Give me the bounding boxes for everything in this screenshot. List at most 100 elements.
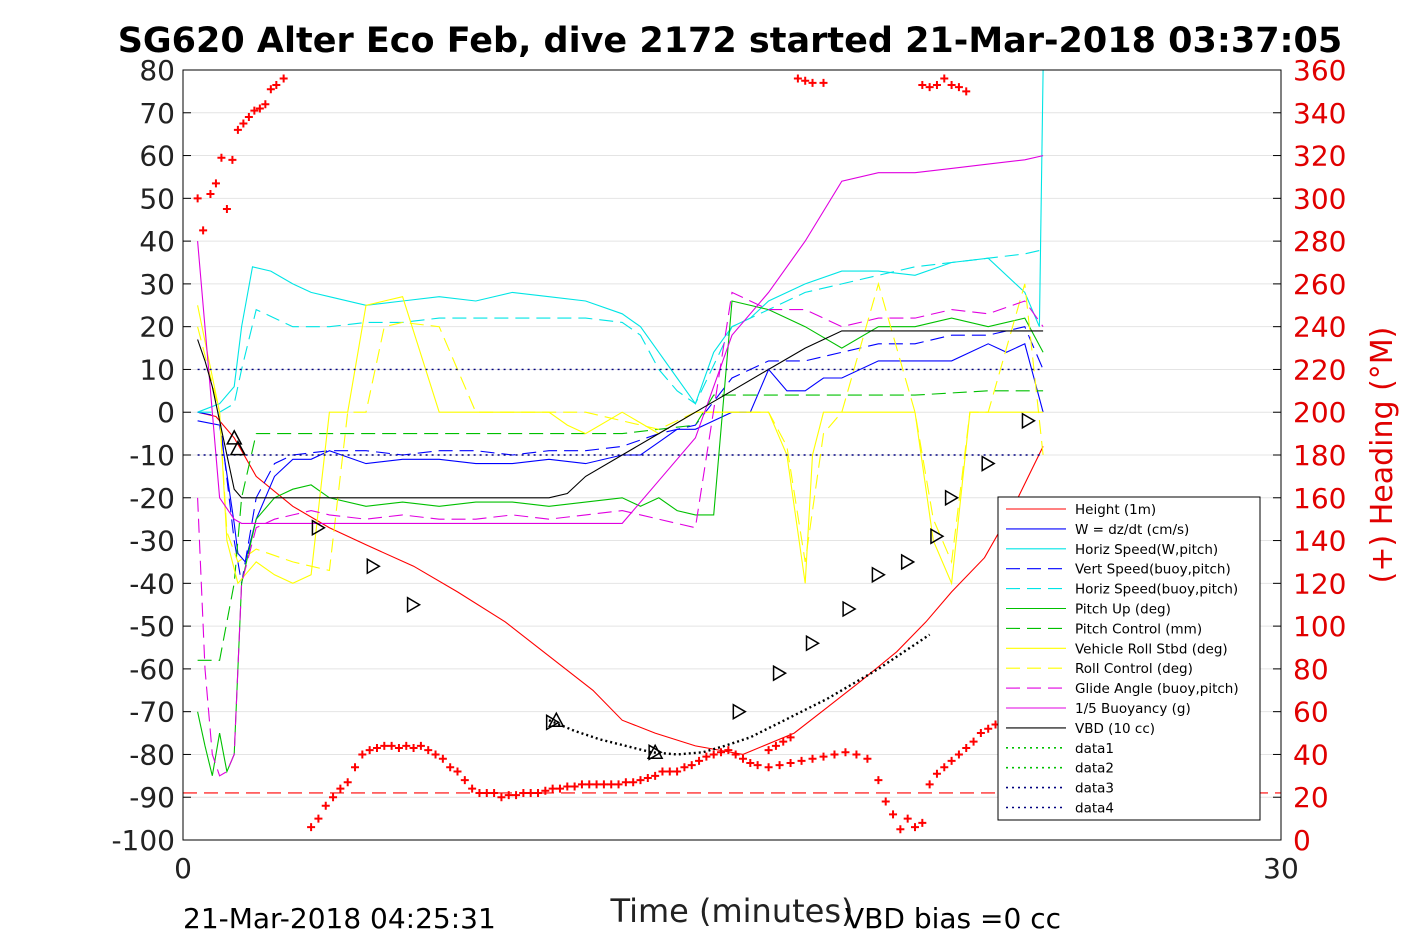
y-tick-label-right: 260 xyxy=(1293,268,1346,301)
y-tick-label-right: 80 xyxy=(1293,653,1329,686)
y-tick-label-right: 320 xyxy=(1293,140,1346,173)
heading-mark xyxy=(874,776,883,785)
heading-mark xyxy=(947,756,956,765)
y-tick-label-left: 60 xyxy=(139,140,175,173)
heading-mark xyxy=(903,814,912,823)
heading-mark xyxy=(651,771,660,780)
heading-mark xyxy=(424,746,433,755)
heading-mark xyxy=(592,780,601,789)
heading-mark xyxy=(863,754,872,763)
marker-triangle-right xyxy=(930,527,945,545)
marker-triangle-right xyxy=(366,557,381,575)
heading-mark xyxy=(925,83,934,92)
series-line-pitch-control-mm xyxy=(197,390,1044,661)
heading-mark xyxy=(239,119,248,128)
y-tick-label-left: -20 xyxy=(129,482,175,515)
heading-mark xyxy=(233,125,242,134)
legend-label: data1 xyxy=(1075,741,1114,757)
series-line-roll-control-deg xyxy=(197,281,1044,572)
y-tick-label-right: 220 xyxy=(1293,353,1346,386)
heading-mark xyxy=(889,810,898,819)
heading-mark xyxy=(636,776,645,785)
legend-label: Glide Angle (buoy,pitch) xyxy=(1075,681,1239,697)
chart-title: SG620 Alter Eco Feb, dive 2172 started 2… xyxy=(118,21,1343,61)
heading-mark xyxy=(599,780,608,789)
heading-mark xyxy=(519,788,528,797)
heading-mark xyxy=(786,733,795,742)
series-line-glide-angle-buoy-pitch xyxy=(197,291,1044,777)
heading-mark xyxy=(680,763,689,772)
x-axis-label: Time (minutes) xyxy=(610,892,854,930)
y-tick-label-right: 140 xyxy=(1293,525,1346,558)
heading-mark xyxy=(394,744,403,753)
series-line-w-dz-dt-cm-s xyxy=(197,343,1044,564)
heading-mark xyxy=(409,744,418,753)
marker-triangle-right xyxy=(311,519,326,537)
series-line-vbd-10-cc xyxy=(197,330,1044,499)
y-tick-label-left: -40 xyxy=(129,567,175,600)
heading-mark xyxy=(808,78,817,87)
legend-label: 1/5 Buoyancy (g) xyxy=(1075,701,1191,717)
legend-label: data3 xyxy=(1075,781,1114,797)
heading-mark xyxy=(261,100,270,109)
heading-mark xyxy=(687,761,696,770)
legend-label: VBD (10 cc) xyxy=(1075,721,1155,737)
marker-triangle-right xyxy=(871,566,886,584)
heading-mark xyxy=(724,746,733,755)
heading-mark xyxy=(431,750,440,759)
footer-end-time: 21-Mar-2018 04:25:31 xyxy=(183,902,496,935)
y-tick-label-right: 300 xyxy=(1293,182,1346,215)
heading-mark xyxy=(307,823,316,832)
legend-label: Vert Speed(buoy,pitch) xyxy=(1075,562,1231,578)
heading-mark xyxy=(563,782,572,791)
heading-mark xyxy=(272,80,281,89)
y-tick-label-left: 10 xyxy=(139,353,175,386)
y-tick-label-right: 20 xyxy=(1293,781,1329,814)
heading-mark xyxy=(738,754,747,763)
y-tick-label-left: -70 xyxy=(129,696,175,729)
y-tick-label-left: -80 xyxy=(129,738,175,771)
legend-label: Horiz Speed(buoy,pitch) xyxy=(1075,582,1238,598)
heading-mark xyxy=(460,776,469,785)
heading-mark xyxy=(918,80,927,89)
heading-mark xyxy=(329,793,338,802)
heading-mark xyxy=(468,784,477,793)
heading-mark xyxy=(940,763,949,772)
series-line-pitch-up-deg xyxy=(197,300,1044,776)
heading-mark xyxy=(629,778,638,787)
series-line-vehicle-roll-stbd-deg xyxy=(197,296,1044,586)
heading-mark xyxy=(255,104,264,113)
heading-mark xyxy=(984,724,993,733)
heading-mark xyxy=(372,744,381,753)
y-tick-label-left: -30 xyxy=(129,525,175,558)
y-tick-label-right: 60 xyxy=(1293,696,1329,729)
heading-mark xyxy=(217,153,226,162)
heading-mark xyxy=(351,763,360,772)
legend-label: Pitch Up (deg) xyxy=(1075,602,1171,618)
heading-mark xyxy=(446,763,455,772)
heading-mark xyxy=(534,788,543,797)
y-tick-label-left: -10 xyxy=(129,439,175,472)
heading-mark xyxy=(490,788,499,797)
y-tick-label-right: 120 xyxy=(1293,567,1346,600)
heading-mark xyxy=(954,83,963,92)
heading-mark xyxy=(896,825,905,834)
y-axis-right: 3603403203002802602402202001801601401201… xyxy=(1273,54,1346,857)
x-tick-label: 30 xyxy=(1263,852,1299,885)
heading-mark xyxy=(841,748,850,757)
heading-mark xyxy=(577,780,586,789)
marker-triangle-right xyxy=(842,600,857,618)
y-axis-right-label: (+) Heading (°M) xyxy=(1365,327,1400,584)
y-tick-label-right: 160 xyxy=(1293,482,1346,515)
heading-mark xyxy=(709,750,718,759)
heading-mark xyxy=(453,767,462,776)
plot-area xyxy=(183,69,1281,834)
marker-triangle-right xyxy=(944,489,960,507)
marker-triangle-right xyxy=(1021,412,1036,430)
heading-mark xyxy=(387,741,396,750)
series-line-vert-speed-buoy-pitch xyxy=(197,326,1044,584)
heading-mark xyxy=(365,746,374,755)
heading-mark xyxy=(266,85,275,94)
heading-mark xyxy=(753,761,762,770)
heading-mark xyxy=(416,741,425,750)
